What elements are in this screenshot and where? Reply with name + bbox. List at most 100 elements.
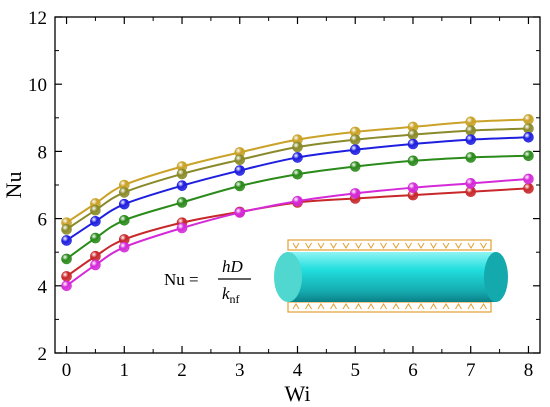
data-point: [176, 168, 188, 180]
arrow-down: [442, 242, 450, 249]
series-group: [61, 114, 534, 292]
series-line-4: [65, 154, 529, 260]
data-point: [118, 187, 130, 198]
arrow-down: [405, 242, 412, 249]
data-point: [118, 214, 130, 226]
data-point: [465, 178, 477, 189]
arrow-up: [305, 303, 312, 310]
data-point: [292, 152, 303, 163]
arrow-down: [480, 242, 487, 249]
formula-den-main: k: [222, 284, 230, 303]
arrow-down: [292, 242, 300, 249]
data-point: [234, 154, 246, 166]
top-plate: [287, 239, 492, 251]
data-point: [176, 180, 188, 191]
arrow-up: [417, 303, 425, 310]
heat-flux-arrows: [292, 242, 487, 310]
formula-lhs: Nu =: [164, 270, 199, 289]
arrow-down: [330, 242, 337, 249]
data-point: [90, 204, 101, 216]
x-tick-label: 6: [408, 360, 418, 381]
y-tick-label: 6: [38, 210, 48, 231]
arrow-up: [355, 303, 362, 310]
data-point: [292, 168, 303, 180]
data-point: [523, 131, 534, 143]
data-point: [349, 161, 361, 172]
x-tick-label: 8: [524, 360, 534, 381]
series-line-2: [65, 127, 529, 231]
arrow-up: [405, 303, 412, 310]
data-point: [118, 241, 130, 253]
arrow-up: [392, 303, 400, 310]
formula-denominator: knf: [222, 284, 240, 306]
arrow-up: [330, 303, 337, 310]
arrow-down: [417, 242, 425, 249]
data-point: [90, 259, 101, 271]
arrow-down: [455, 242, 462, 249]
data-point: [407, 129, 419, 140]
arrow-down: [342, 242, 350, 249]
arrow-up: [442, 303, 450, 310]
inset-diagram: Nu = hD knf: [164, 239, 508, 313]
data-point: [349, 144, 361, 156]
data-point: [465, 125, 477, 136]
data-point: [523, 173, 534, 185]
y-axis-label: Nu: [1, 172, 26, 199]
data-point: [523, 150, 534, 162]
data-point: [234, 207, 246, 218]
arrow-down: [355, 242, 362, 249]
data-point: [349, 134, 361, 145]
arrow-up: [342, 303, 350, 310]
data-point: [176, 222, 188, 234]
series-line-3: [65, 136, 529, 242]
data-point: [234, 180, 246, 192]
x-axis-label: Wi: [285, 381, 311, 406]
data-point: [523, 114, 534, 125]
arrow-down: [367, 242, 375, 249]
data-point: [292, 195, 303, 207]
y-tick-label: 12: [28, 8, 47, 29]
data-point: [61, 235, 72, 246]
arrow-up: [467, 303, 475, 310]
data-point: [234, 165, 246, 176]
cylinder-body: [288, 252, 496, 302]
cylinder-end-left: [274, 252, 302, 302]
x-tick-label: 3: [235, 360, 245, 381]
arrow-down: [467, 242, 475, 249]
arrow-up: [480, 303, 487, 310]
data-point: [176, 197, 188, 208]
data-point: [90, 215, 101, 227]
x-tick-label: 5: [350, 360, 360, 381]
series-line-1: [65, 118, 529, 224]
arrow-down: [392, 242, 400, 249]
y-tick-label: 8: [38, 142, 48, 163]
data-point: [61, 224, 72, 235]
x-tick-label: 0: [62, 360, 72, 381]
arrow-down: [317, 242, 325, 249]
y-tick-label: 10: [28, 75, 47, 96]
data-point: [292, 141, 303, 153]
cylinder-end-right: [484, 252, 508, 302]
data-point: [349, 188, 361, 199]
arrow-up: [455, 303, 462, 310]
data-point: [61, 280, 72, 292]
series-line-6: [65, 177, 529, 287]
data-point: [61, 271, 72, 282]
arrow-up: [430, 303, 437, 310]
plot-frame: [54, 16, 541, 354]
data-point: [407, 155, 419, 167]
data-point: [61, 253, 72, 265]
x-tick-label: 2: [177, 360, 187, 381]
arrow-up: [292, 303, 300, 310]
arrow-down: [430, 242, 437, 249]
arrow-up: [380, 303, 387, 310]
formula-numerator: hD: [222, 257, 244, 276]
data-point: [465, 134, 477, 145]
data-point: [407, 138, 419, 150]
data-point: [407, 182, 419, 193]
data-point: [465, 152, 477, 163]
arrow-up: [367, 303, 375, 310]
x-tick-label: 1: [120, 360, 130, 381]
